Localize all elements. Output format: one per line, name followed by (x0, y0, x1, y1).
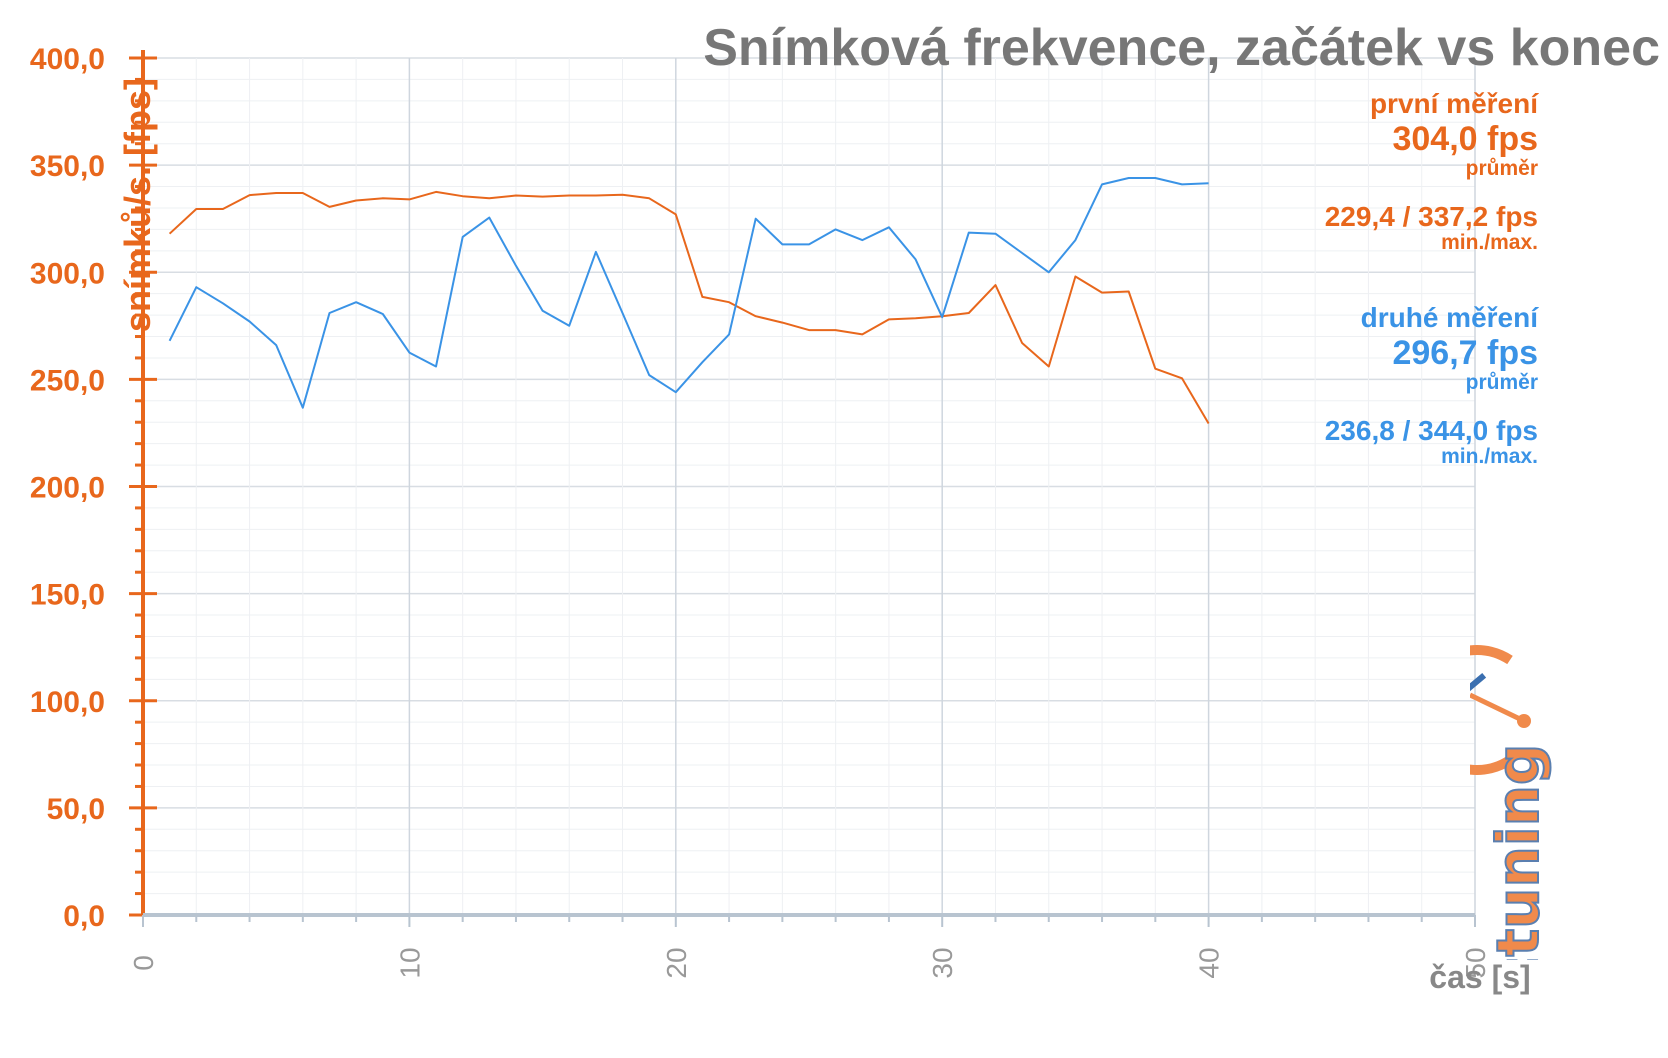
series2-stats: druhé měření 296,7 fps průměr 236,8 / 34… (1325, 302, 1538, 467)
x-axis-label: čas [s] (1429, 959, 1530, 995)
series1-stats: první měření 304,0 fps průměr 229,4 / 33… (1325, 88, 1538, 253)
series-line-first (168, 190, 1210, 425)
x-tick-label: 40 (1194, 947, 1225, 978)
series1-avg: 304,0 fps (1392, 120, 1538, 158)
series1-minmax: 229,4 / 337,2 fps (1324, 201, 1538, 232)
gauge-icon (1470, 645, 1513, 775)
y-tick-label: 100,0 (30, 686, 105, 719)
grid (142, 57, 1476, 916)
x-tick-label: 20 (661, 947, 692, 978)
y-tick-label: 350,0 (30, 150, 105, 183)
y-tick-label: 300,0 (30, 257, 105, 290)
x-tick-label: 30 (927, 947, 958, 978)
series-lines (168, 177, 1210, 425)
gauge-needle-icon (1470, 692, 1524, 723)
x-tick-label: 50 (1460, 947, 1491, 978)
series2-avg-label: průměr (1465, 371, 1538, 394)
chart-title: Snímková frekvence, začátek vs konec (703, 19, 1660, 77)
series2-minmax-label: min./max. (1441, 445, 1538, 468)
axes: 0,050,0100,0150,0200,0250,0300,0350,0400… (30, 43, 1491, 979)
y-tick-label: 50,0 (47, 793, 105, 826)
y-axis-label: snímků/s. [fps] (117, 78, 158, 332)
series1-minmax-label: min./max. (1441, 231, 1538, 254)
series2-name: druhé měření (1360, 302, 1538, 333)
series2-minmax: 236,8 / 344,0 fps (1324, 415, 1538, 446)
y-tick-label: 0,0 (63, 900, 105, 933)
series1-name: první měření (1369, 88, 1538, 119)
series2-avg: 296,7 fps (1392, 334, 1538, 372)
brand-text: pctuning (1484, 744, 1552, 960)
y-tick-label: 400,0 (30, 43, 105, 76)
x-tick-label: 10 (394, 947, 425, 978)
y-tick-label: 250,0 (30, 364, 105, 397)
series-line-second (168, 177, 1209, 409)
series1-avg-label: průměr (1465, 157, 1538, 180)
pctuning-logo: pctuning (1470, 645, 1553, 960)
y-tick-label: 150,0 (30, 579, 105, 612)
x-tick-label: 0 (128, 955, 159, 971)
y-tick-label: 200,0 (30, 472, 105, 505)
